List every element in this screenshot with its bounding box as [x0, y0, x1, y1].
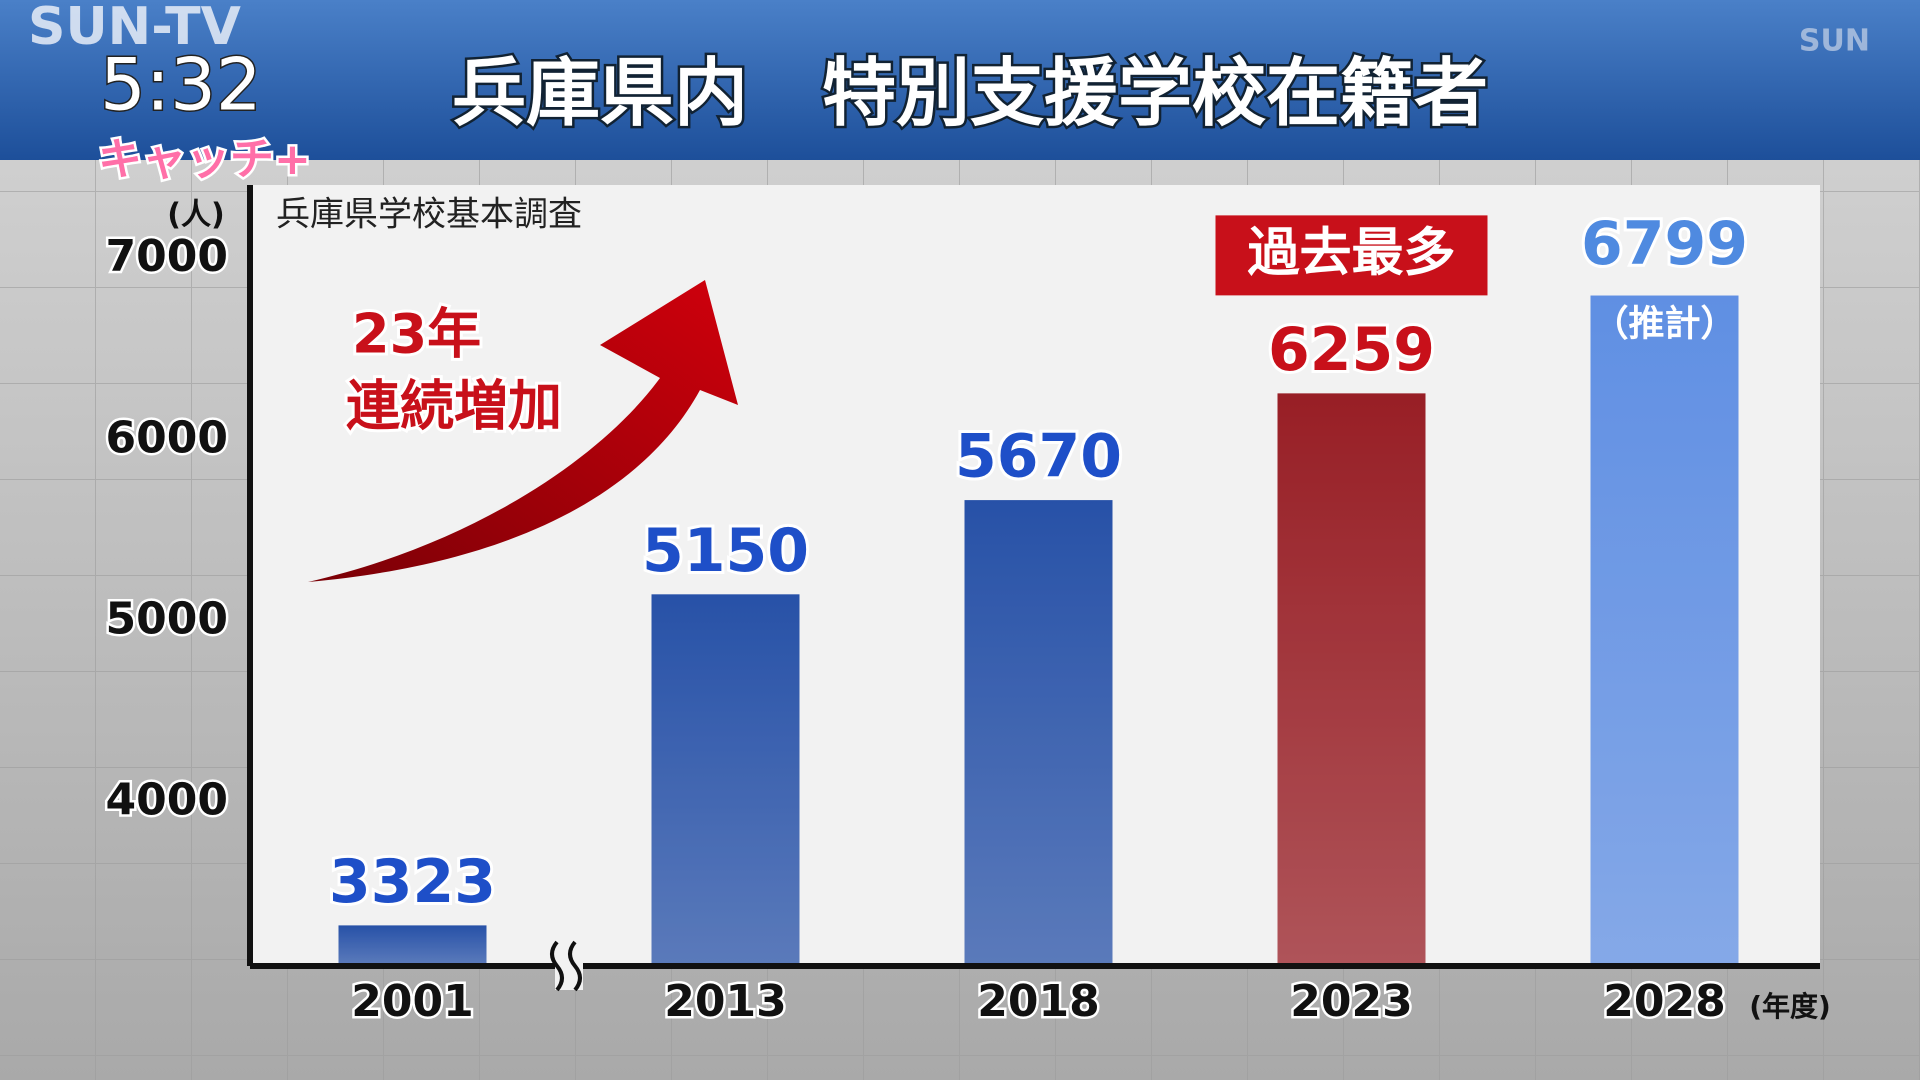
x-tick-label: 2001	[351, 976, 473, 1027]
bar-sheen	[1277, 393, 1426, 964]
annotation: 23年	[352, 303, 481, 366]
y-unit: (人)	[167, 198, 224, 233]
y-tick-label: 4000	[106, 775, 228, 826]
bar	[651, 594, 800, 964]
clock: 5:32	[100, 43, 262, 127]
value-label: 6259	[1268, 315, 1435, 385]
bar	[338, 925, 487, 964]
value-label: 6799	[1581, 209, 1748, 279]
corner-logo: SUN	[1799, 24, 1870, 59]
x-tick-label: 2018	[977, 976, 1099, 1027]
x-unit: (年度)	[1749, 990, 1831, 1023]
y-tick-label: 7000	[106, 231, 228, 282]
x-tick-label: 2028	[1603, 976, 1725, 1027]
bar	[1590, 295, 1739, 964]
bar	[964, 500, 1113, 964]
chart-title: 兵庫県内 特別支援学校在籍者	[452, 51, 1488, 137]
bar-sheen	[651, 594, 800, 964]
value-label: 5150	[642, 516, 809, 586]
axis-break	[550, 940, 582, 992]
x-tick-label: 2023	[1290, 976, 1412, 1027]
record-badge	[1215, 215, 1488, 296]
bar	[1277, 393, 1426, 964]
bar-sheen	[338, 925, 487, 964]
annotation: 過去最多	[1247, 223, 1455, 283]
y-tick-label: 5000	[106, 594, 228, 645]
bar-sheen	[1590, 295, 1739, 964]
annotation: （推計）	[1592, 304, 1736, 345]
value-label: 5670	[955, 422, 1122, 492]
title-bar	[0, 0, 1920, 160]
y-tick-label: 6000	[106, 412, 228, 463]
annotation: 連続増加	[346, 375, 562, 438]
program-logo: キャッチ+	[98, 134, 311, 185]
channel-logo: SUN-TV	[28, 0, 241, 57]
trend-arrow	[308, 280, 738, 582]
value-label: 3323	[329, 847, 496, 917]
x-tick-label: 2013	[664, 976, 786, 1027]
bar-sheen	[964, 500, 1113, 964]
source-note: 兵庫県学校基本調査	[276, 195, 582, 235]
